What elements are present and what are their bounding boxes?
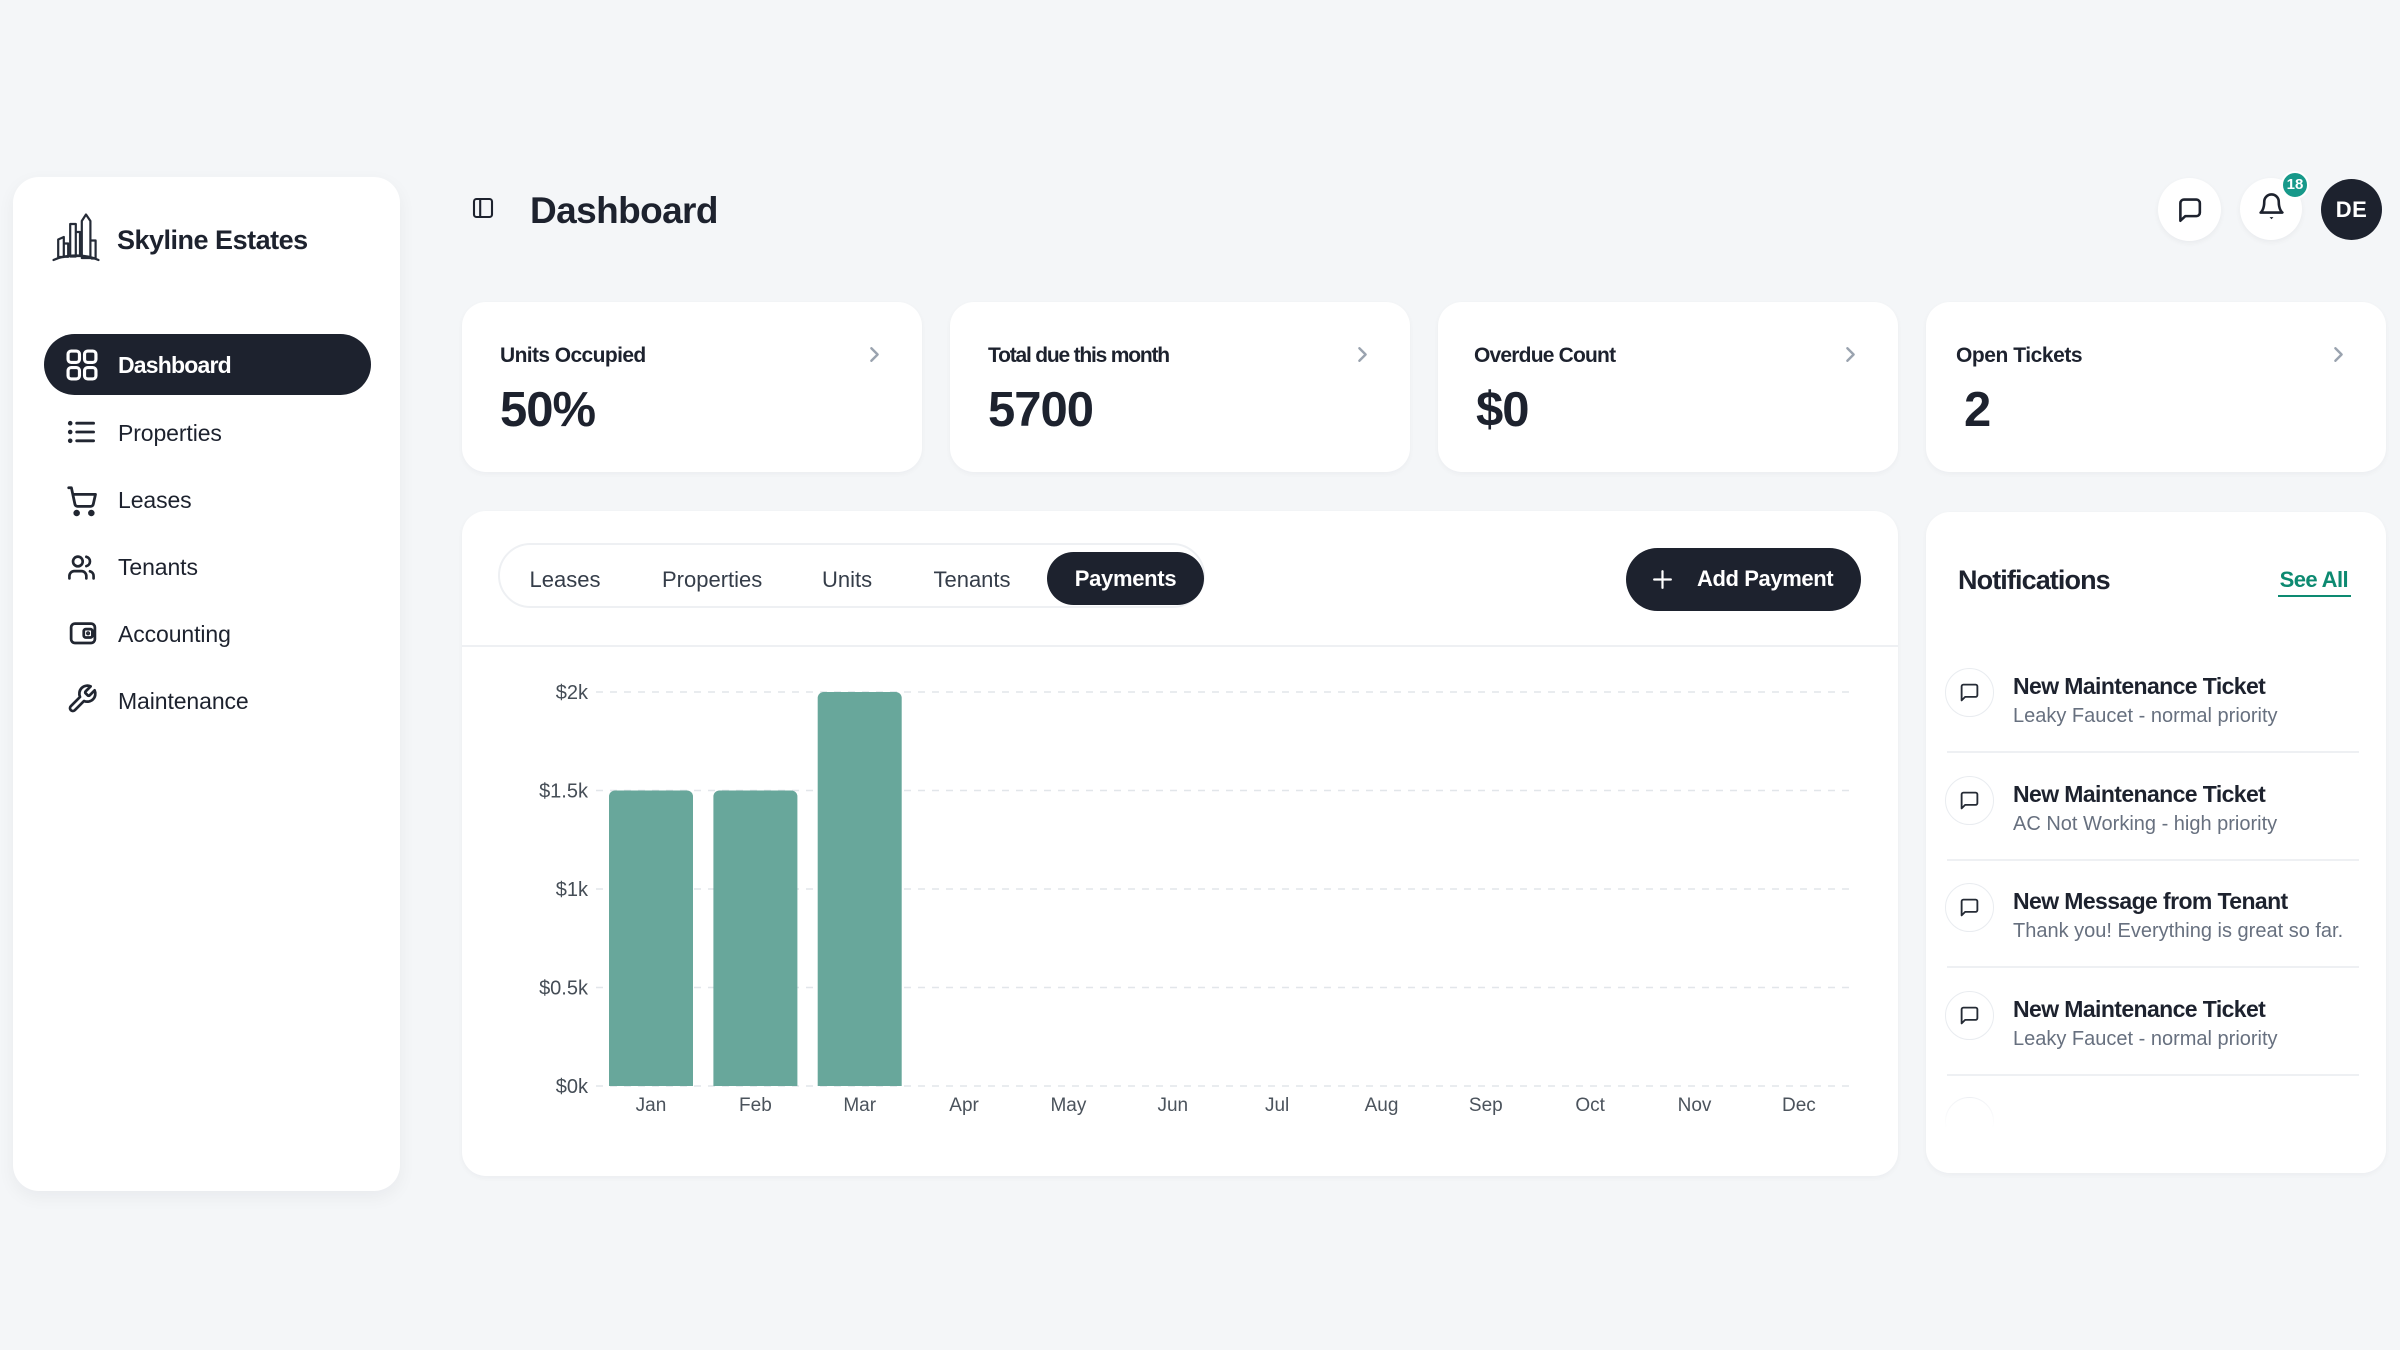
svg-text:Jan: Jan — [636, 1095, 667, 1116]
svg-text:Dec: Dec — [1782, 1095, 1816, 1116]
svg-text:Oct: Oct — [1575, 1095, 1605, 1116]
svg-text:$0k: $0k — [556, 1076, 589, 1098]
svg-text:Nov: Nov — [1678, 1095, 1712, 1116]
svg-text:$1k: $1k — [556, 879, 589, 901]
svg-text:$0.5k: $0.5k — [539, 978, 589, 1000]
svg-text:Jul: Jul — [1265, 1095, 1289, 1116]
svg-text:Aug: Aug — [1365, 1095, 1399, 1116]
svg-text:Sep: Sep — [1469, 1095, 1503, 1116]
svg-text:Mar: Mar — [843, 1095, 876, 1116]
svg-text:Apr: Apr — [949, 1095, 979, 1116]
svg-text:May: May — [1050, 1095, 1086, 1116]
svg-text:$2k: $2k — [556, 682, 589, 704]
svg-text:Feb: Feb — [739, 1095, 772, 1116]
svg-text:$1.5k: $1.5k — [539, 781, 589, 803]
svg-text:Jun: Jun — [1157, 1095, 1188, 1116]
